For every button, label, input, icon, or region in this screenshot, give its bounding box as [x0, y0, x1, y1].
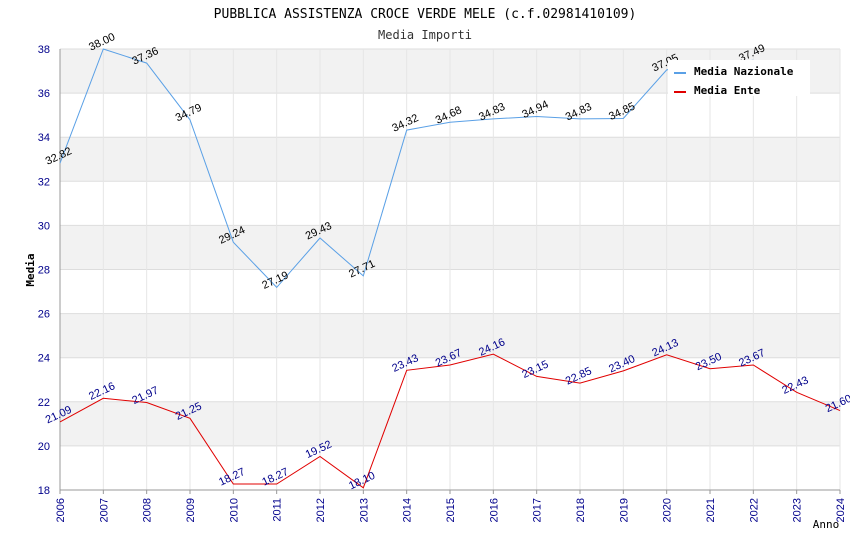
x-tick-label: 2017	[532, 498, 544, 522]
data-label-media-nazionale: 34.83	[564, 101, 594, 124]
x-axis-label: Anno	[813, 518, 840, 531]
y-tick-labels: 18 20 22 24 26 28 30 32 34 36 38	[38, 44, 50, 497]
x-tick-label: 2022	[748, 498, 760, 522]
y-tick-label: 34	[38, 132, 50, 144]
data-label-media-nazionale: 34.68	[434, 104, 464, 127]
legend-label-media-ente: Media Ente	[694, 84, 761, 97]
legend-label-media-nazionale: Media Nazionale	[694, 65, 794, 78]
y-tick-label: 18	[38, 485, 50, 497]
grid-lines	[59, 48, 841, 491]
x-tick-label: 2018	[575, 498, 587, 522]
y-tick-label: 32	[38, 176, 50, 188]
y-tick-label: 28	[38, 265, 50, 277]
y-tick-label: 26	[38, 309, 50, 321]
chart-subtitle: Media Importi	[378, 28, 472, 42]
x-tick-label: 2008	[142, 498, 154, 522]
x-tick-label: 2010	[228, 498, 240, 522]
data-label-media-ente: 18.27	[217, 466, 247, 489]
series-line-media-ente	[59, 353, 841, 489]
y-axis-label: Media	[24, 253, 37, 286]
x-tick-label: 2021	[705, 498, 717, 522]
x-tick-label: 2006	[55, 498, 67, 522]
y-tick-label: 30	[38, 220, 50, 232]
y-tick-label: 36	[38, 88, 50, 100]
chart-title: PUBBLICA ASSISTENZA CROCE VERDE MELE (c.…	[214, 7, 637, 22]
x-tick-label: 2012	[315, 498, 327, 522]
y-tick-label: 24	[38, 353, 50, 365]
series-line-media-nazionale	[59, 48, 754, 289]
x-tick-label: 2020	[662, 498, 674, 522]
x-tick-label: 2016	[488, 498, 500, 522]
x-tick-label: 2024	[835, 498, 847, 522]
series-lines	[59, 48, 841, 489]
x-tick-label: 2014	[402, 498, 414, 522]
data-label-media-ente: 22.43	[780, 374, 810, 397]
data-label-media-ente: 22.85	[564, 365, 594, 388]
data-label-media-ente: 18.10	[347, 470, 377, 493]
data-label-media-nazionale: 34.32	[390, 112, 420, 135]
x-tick-label: 2015	[445, 498, 457, 522]
y-tick-label: 20	[38, 441, 50, 453]
x-tick-label: 2009	[185, 498, 197, 522]
x-tick-label: 2023	[792, 498, 804, 522]
x-tick-labels: 2006 2007 2008 2009 2010 2011 2012 2013 2014 2015…	[55, 498, 847, 522]
y-tick-label: 38	[38, 44, 50, 56]
y-tick-label: 22	[38, 397, 50, 409]
data-label-media-nazionale: 27.19	[260, 269, 290, 292]
x-tick-label: 2007	[98, 498, 110, 522]
x-tick-label: 2013	[358, 498, 370, 522]
x-tick-label: 2011	[272, 498, 284, 522]
data-label-media-nazionale: 34.85	[607, 100, 637, 123]
axes	[59, 49, 841, 494]
data-label-media-nazionale: 34.83	[477, 101, 507, 124]
x-tick-label: 2019	[618, 498, 630, 522]
data-label-media-nazionale: 34.94	[520, 98, 550, 121]
legend: Media Nazionale Media Ente	[668, 60, 810, 97]
legend-box	[668, 60, 810, 96]
data-label-media-ente: 18.27	[260, 466, 290, 489]
